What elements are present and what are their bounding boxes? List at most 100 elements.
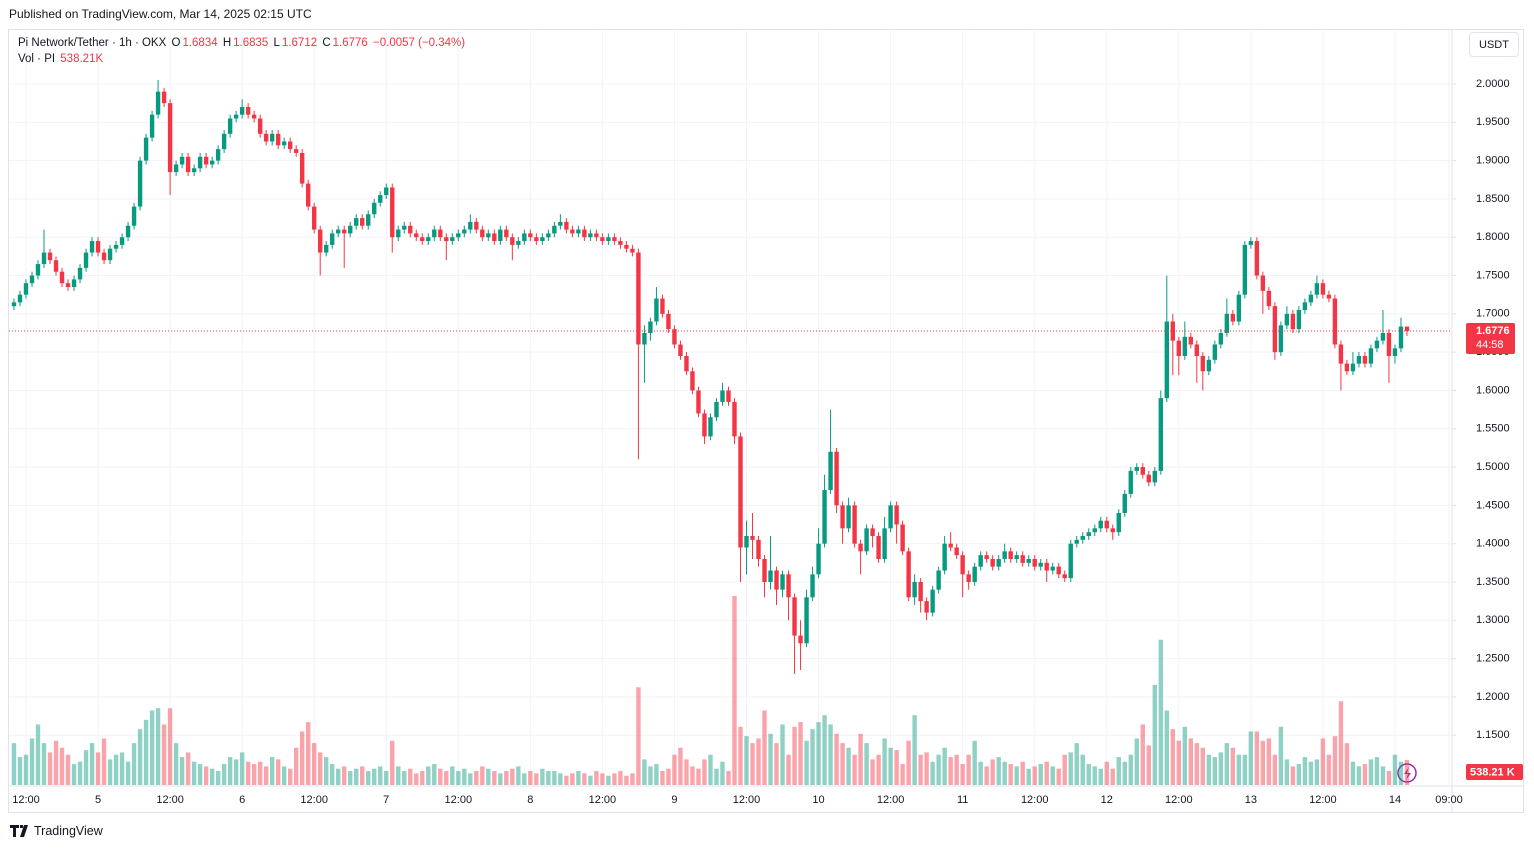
volume-bar <box>251 764 257 785</box>
volume-bar <box>1116 757 1121 785</box>
volume-bar <box>360 766 365 785</box>
candle-body <box>384 187 389 196</box>
volume-bar <box>648 766 653 785</box>
volume-bar <box>137 729 143 785</box>
y-tick-label: 1.4500 <box>1476 499 1510 511</box>
volume-bar <box>209 768 215 785</box>
candle-body <box>900 524 905 552</box>
volume-bar <box>870 759 875 785</box>
volume-bar <box>1146 745 1151 785</box>
close-label: C <box>322 37 331 49</box>
candle-body <box>1398 326 1404 349</box>
candle-body <box>1284 313 1290 326</box>
candle-body <box>432 229 437 238</box>
candle-body <box>618 241 623 245</box>
volume-bar <box>816 722 821 785</box>
candle-body <box>257 118 263 134</box>
candle-body <box>360 218 365 226</box>
volume-bar <box>1254 731 1260 785</box>
y-tick-label: 1.5000 <box>1476 461 1510 473</box>
candle-body <box>1344 363 1350 372</box>
candle-body <box>179 156 185 165</box>
volume-bar <box>690 766 695 785</box>
volume-bar <box>516 766 521 785</box>
candle-body <box>59 271 65 284</box>
volume-bar <box>552 771 557 785</box>
volume-bar <box>336 768 341 785</box>
volume-bar <box>420 771 425 785</box>
volume-bar <box>1320 738 1326 785</box>
candle-body <box>47 252 53 261</box>
candle-body <box>131 206 137 226</box>
volume-bar <box>456 771 461 785</box>
volume-bar <box>924 752 929 785</box>
candle-body <box>167 103 173 173</box>
volume-bar <box>167 708 173 785</box>
x-tick-label: 12:00 <box>300 794 328 806</box>
candle-body <box>1038 562 1043 567</box>
candle-body <box>468 221 473 230</box>
volume-bar <box>1062 754 1067 785</box>
candle-body <box>1230 313 1236 322</box>
y-tick-label: 1.8000 <box>1476 231 1510 243</box>
candle-body <box>1026 558 1031 563</box>
y-tick-label: 1.9500 <box>1476 116 1510 128</box>
candle-body <box>1206 359 1212 372</box>
volume-bar <box>317 752 323 785</box>
candle-body <box>1092 528 1097 533</box>
candle-body <box>738 436 743 548</box>
volume-bar <box>215 771 221 785</box>
candle-body <box>972 566 977 582</box>
volume-bar <box>618 771 623 785</box>
candle-body <box>311 206 317 230</box>
candle-body <box>552 225 557 234</box>
currency-button[interactable]: USDT <box>1469 32 1519 57</box>
volume-bar <box>1338 701 1344 785</box>
x-tick-label: 12:00 <box>1021 794 1049 806</box>
candle-body <box>852 505 857 544</box>
candle-body <box>281 141 287 146</box>
volume-bar <box>1086 764 1091 785</box>
volume-bar <box>954 754 959 785</box>
candle-body <box>173 164 179 173</box>
candle-body <box>197 156 203 169</box>
x-tick-label: 11 <box>957 794 968 806</box>
x-tick-label: 12:00 <box>589 794 617 806</box>
candle-body <box>1338 344 1344 364</box>
candle-body <box>576 229 581 234</box>
volume-bar <box>77 761 83 785</box>
candle-body <box>53 260 59 272</box>
volume-bar <box>426 766 431 785</box>
volume-bar <box>1068 752 1073 785</box>
last-price-label: 1.6776 <box>1476 325 1510 337</box>
candle-body <box>486 233 491 238</box>
volume-bar <box>750 743 755 785</box>
volume-bar <box>161 724 167 785</box>
candle-body <box>1290 313 1296 330</box>
candle-body <box>17 294 23 303</box>
volume-bar <box>35 724 41 785</box>
candle-body <box>864 528 869 552</box>
chart-frame <box>8 29 1524 813</box>
candle-body <box>1152 470 1157 483</box>
volume-bar <box>858 733 863 785</box>
volume-value-label: 538.21 K <box>1470 766 1515 778</box>
open-label: O <box>171 37 181 49</box>
x-tick-label: 12:00 <box>733 794 761 806</box>
high-value: 1.6835 <box>233 37 269 49</box>
volume-bar <box>245 761 251 785</box>
candle-body <box>822 490 827 544</box>
volume-bar <box>990 759 995 785</box>
candle-body <box>1050 566 1055 571</box>
volume-bar <box>366 771 371 785</box>
x-tick-label: 10 <box>812 794 824 806</box>
volume-bar <box>612 773 617 785</box>
candle-body <box>990 558 995 567</box>
candles <box>11 80 1410 674</box>
candle-body <box>1086 532 1091 537</box>
volume-bar <box>438 768 443 785</box>
volume-bar <box>810 729 815 785</box>
volume-bar <box>666 768 671 785</box>
